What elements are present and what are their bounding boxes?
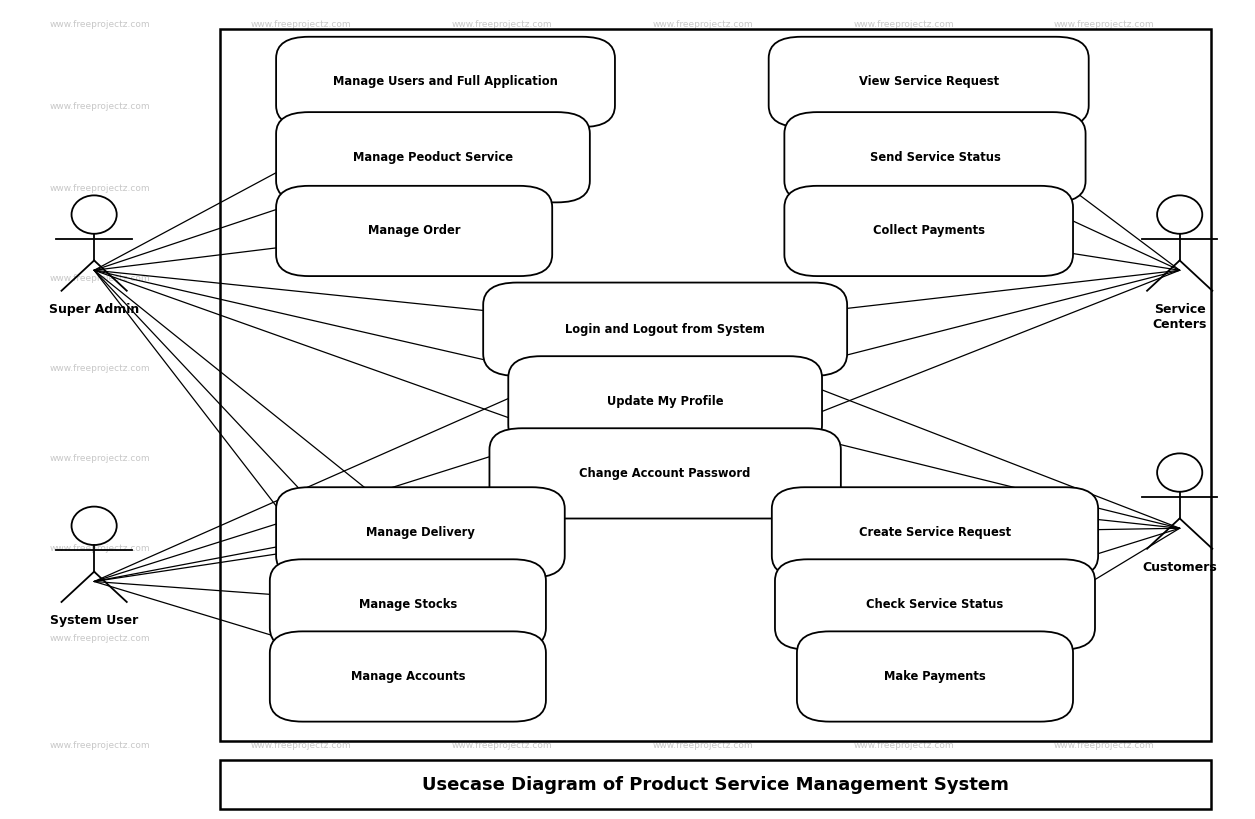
FancyBboxPatch shape (483, 283, 847, 376)
FancyBboxPatch shape (784, 112, 1086, 202)
Text: www.freeprojectz.com: www.freeprojectz.com (653, 102, 753, 111)
Text: Check Service Status: Check Service Status (866, 598, 1004, 611)
Text: www.freeprojectz.com: www.freeprojectz.com (452, 635, 552, 643)
FancyBboxPatch shape (797, 631, 1073, 722)
FancyBboxPatch shape (768, 37, 1089, 127)
FancyBboxPatch shape (276, 112, 590, 202)
Text: Manage Peoduct Service: Manage Peoduct Service (353, 151, 513, 164)
FancyBboxPatch shape (489, 428, 841, 518)
FancyBboxPatch shape (776, 559, 1094, 649)
Text: www.freeprojectz.com: www.freeprojectz.com (452, 184, 552, 192)
Text: Manage Delivery: Manage Delivery (366, 526, 474, 539)
Text: Create Service Request: Create Service Request (858, 526, 1012, 539)
Text: www.freeprojectz.com: www.freeprojectz.com (452, 455, 552, 463)
Text: www.freeprojectz.com: www.freeprojectz.com (452, 20, 552, 29)
Text: www.freeprojectz.com: www.freeprojectz.com (653, 545, 753, 553)
Text: www.freeprojectz.com: www.freeprojectz.com (853, 364, 954, 373)
Text: Send Service Status: Send Service Status (870, 151, 1000, 164)
Text: www.freeprojectz.com: www.freeprojectz.com (653, 274, 753, 283)
Text: www.freeprojectz.com: www.freeprojectz.com (50, 184, 151, 192)
Text: www.freeprojectz.com: www.freeprojectz.com (1054, 364, 1155, 373)
Text: www.freeprojectz.com: www.freeprojectz.com (1054, 545, 1155, 553)
FancyBboxPatch shape (220, 760, 1211, 809)
Ellipse shape (72, 196, 117, 233)
Text: www.freeprojectz.com: www.freeprojectz.com (1054, 20, 1155, 29)
Text: www.freeprojectz.com: www.freeprojectz.com (1054, 274, 1155, 283)
Text: www.freeprojectz.com: www.freeprojectz.com (653, 455, 753, 463)
Text: www.freeprojectz.com: www.freeprojectz.com (452, 364, 552, 373)
Text: www.freeprojectz.com: www.freeprojectz.com (853, 455, 954, 463)
FancyBboxPatch shape (508, 356, 822, 446)
Text: www.freeprojectz.com: www.freeprojectz.com (251, 20, 351, 29)
Text: Login and Logout from System: Login and Logout from System (565, 323, 766, 336)
Text: www.freeprojectz.com: www.freeprojectz.com (50, 20, 151, 29)
Text: www.freeprojectz.com: www.freeprojectz.com (251, 455, 351, 463)
Text: www.freeprojectz.com: www.freeprojectz.com (251, 741, 351, 749)
Text: Change Account Password: Change Account Password (580, 467, 750, 480)
Text: Manage Order: Manage Order (368, 224, 461, 238)
Text: www.freeprojectz.com: www.freeprojectz.com (853, 635, 954, 643)
Text: www.freeprojectz.com: www.freeprojectz.com (452, 741, 552, 749)
Text: www.freeprojectz.com: www.freeprojectz.com (853, 102, 954, 111)
Text: www.freeprojectz.com: www.freeprojectz.com (653, 184, 753, 192)
Text: www.freeprojectz.com: www.freeprojectz.com (653, 635, 753, 643)
Text: System User: System User (50, 614, 138, 627)
Text: www.freeprojectz.com: www.freeprojectz.com (251, 102, 351, 111)
Text: www.freeprojectz.com: www.freeprojectz.com (853, 545, 954, 553)
Text: www.freeprojectz.com: www.freeprojectz.com (1054, 635, 1155, 643)
Text: www.freeprojectz.com: www.freeprojectz.com (50, 635, 151, 643)
Ellipse shape (72, 507, 117, 545)
Text: Manage Stocks: Manage Stocks (359, 598, 457, 611)
Text: Collect Payments: Collect Payments (872, 224, 985, 238)
Text: Update My Profile: Update My Profile (607, 395, 723, 408)
Text: www.freeprojectz.com: www.freeprojectz.com (50, 545, 151, 553)
Text: Customers: Customers (1142, 561, 1217, 574)
Text: www.freeprojectz.com: www.freeprojectz.com (1054, 102, 1155, 111)
Text: Usecase Diagram of Product Service Management System: Usecase Diagram of Product Service Manag… (422, 776, 1009, 794)
Text: www.freeprojectz.com: www.freeprojectz.com (653, 20, 753, 29)
Text: Make Payments: Make Payments (884, 670, 986, 683)
FancyBboxPatch shape (276, 487, 565, 577)
Text: www.freeprojectz.com: www.freeprojectz.com (50, 741, 151, 749)
Text: www.freeprojectz.com: www.freeprojectz.com (251, 364, 351, 373)
Text: www.freeprojectz.com: www.freeprojectz.com (251, 545, 351, 553)
Text: Service
Centers: Service Centers (1152, 303, 1207, 331)
Text: www.freeprojectz.com: www.freeprojectz.com (1054, 455, 1155, 463)
Text: View Service Request: View Service Request (858, 75, 999, 88)
Text: www.freeprojectz.com: www.freeprojectz.com (251, 635, 351, 643)
Ellipse shape (1157, 196, 1202, 233)
FancyBboxPatch shape (784, 186, 1073, 276)
Text: www.freeprojectz.com: www.freeprojectz.com (50, 102, 151, 111)
FancyBboxPatch shape (276, 186, 552, 276)
FancyBboxPatch shape (270, 559, 546, 649)
Text: www.freeprojectz.com: www.freeprojectz.com (251, 184, 351, 192)
Text: www.freeprojectz.com: www.freeprojectz.com (452, 102, 552, 111)
Text: Manage Accounts: Manage Accounts (350, 670, 466, 683)
Text: Super Admin: Super Admin (49, 303, 139, 316)
FancyBboxPatch shape (220, 29, 1211, 741)
FancyBboxPatch shape (270, 631, 546, 722)
Text: www.freeprojectz.com: www.freeprojectz.com (853, 184, 954, 192)
Text: www.freeprojectz.com: www.freeprojectz.com (853, 741, 954, 749)
Text: www.freeprojectz.com: www.freeprojectz.com (452, 545, 552, 553)
Text: www.freeprojectz.com: www.freeprojectz.com (50, 455, 151, 463)
FancyBboxPatch shape (772, 487, 1098, 577)
Text: www.freeprojectz.com: www.freeprojectz.com (1054, 184, 1155, 192)
Ellipse shape (1157, 454, 1202, 491)
Text: www.freeprojectz.com: www.freeprojectz.com (653, 364, 753, 373)
Text: www.freeprojectz.com: www.freeprojectz.com (50, 364, 151, 373)
Text: www.freeprojectz.com: www.freeprojectz.com (452, 274, 552, 283)
FancyBboxPatch shape (276, 37, 615, 127)
Text: Manage Users and Full Application: Manage Users and Full Application (333, 75, 558, 88)
Text: www.freeprojectz.com: www.freeprojectz.com (853, 274, 954, 283)
Text: www.freeprojectz.com: www.freeprojectz.com (251, 274, 351, 283)
Text: www.freeprojectz.com: www.freeprojectz.com (50, 274, 151, 283)
Text: www.freeprojectz.com: www.freeprojectz.com (1054, 741, 1155, 749)
Text: www.freeprojectz.com: www.freeprojectz.com (853, 20, 954, 29)
Text: www.freeprojectz.com: www.freeprojectz.com (653, 741, 753, 749)
